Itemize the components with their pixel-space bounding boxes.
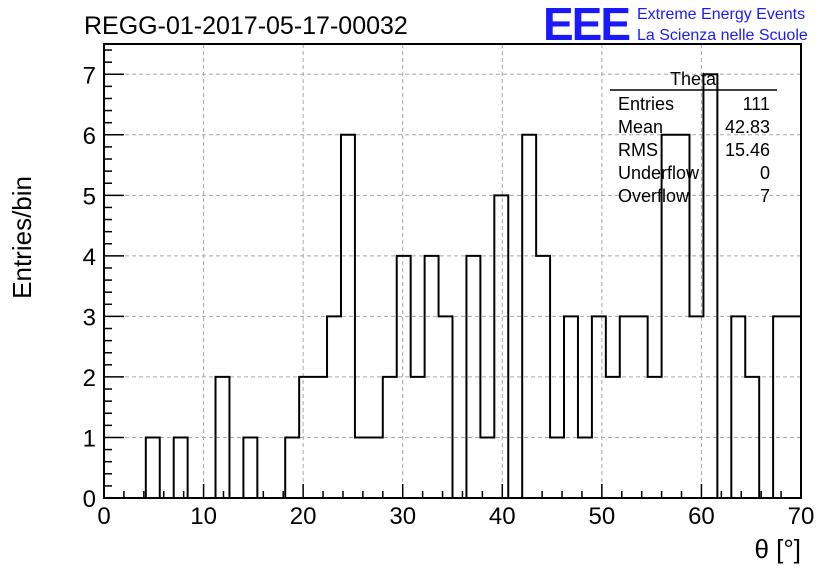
x-tick-label: 70 — [788, 503, 815, 530]
x-tick-label: 30 — [389, 503, 416, 530]
y-tick-labels: 0 1 2 3 4 5 6 7 — [83, 62, 96, 513]
stats-title: Theta — [670, 69, 717, 89]
stats-value: 7 — [760, 186, 770, 206]
x-tick-label: 0 — [97, 503, 110, 530]
stats-value: 111 — [743, 94, 770, 114]
x-tick-label: 20 — [290, 503, 317, 530]
y-tick-label: 1 — [83, 425, 96, 452]
x-tick-label: 60 — [688, 503, 715, 530]
y-tick-label: 3 — [83, 304, 96, 331]
stats-label: Entries — [618, 94, 674, 114]
stats-label: Mean — [618, 117, 663, 137]
stats-value: 0 — [760, 163, 770, 183]
y-tick-label: 4 — [83, 244, 96, 271]
stats-box: Theta Entries 111 Mean 42.83 RMS 15.46 Underfl… — [610, 69, 777, 206]
stats-value: 42.83 — [725, 117, 770, 137]
x-tick-labels: 0 10 20 30 40 50 60 70 — [97, 503, 814, 530]
grid-lines — [104, 44, 801, 498]
stats-value: 15.46 — [725, 140, 770, 160]
x-tick-label: 50 — [589, 503, 616, 530]
eee-logo-line1: Extreme Energy Events — [637, 6, 805, 23]
plot-frame — [103, 43, 802, 499]
stats-label: Underflow — [618, 163, 700, 183]
x-axis-title: θ [°] — [754, 534, 801, 564]
x-tick-label: 40 — [489, 503, 516, 530]
chart-title: REGG-01-2017-05-17-00032 — [84, 12, 408, 40]
eee-logo-mark: EEE — [543, 0, 629, 50]
x-tick-label: 10 — [190, 503, 217, 530]
stats-label: Overflow — [618, 186, 690, 206]
stats-label: RMS — [618, 140, 658, 160]
eee-logo: EEE Extreme Energy Events La Scienza nel… — [543, 0, 808, 50]
y-tick-label: 5 — [83, 183, 96, 210]
y-tick-label: 6 — [83, 123, 96, 150]
y-tick-label: 0 — [83, 486, 96, 513]
eee-logo-line2: La Scienza nelle Scuole — [637, 27, 808, 44]
y-tick-label: 2 — [83, 365, 96, 392]
y-axis-title: Entries/bin — [7, 176, 37, 299]
y-tick-label: 7 — [83, 62, 96, 89]
